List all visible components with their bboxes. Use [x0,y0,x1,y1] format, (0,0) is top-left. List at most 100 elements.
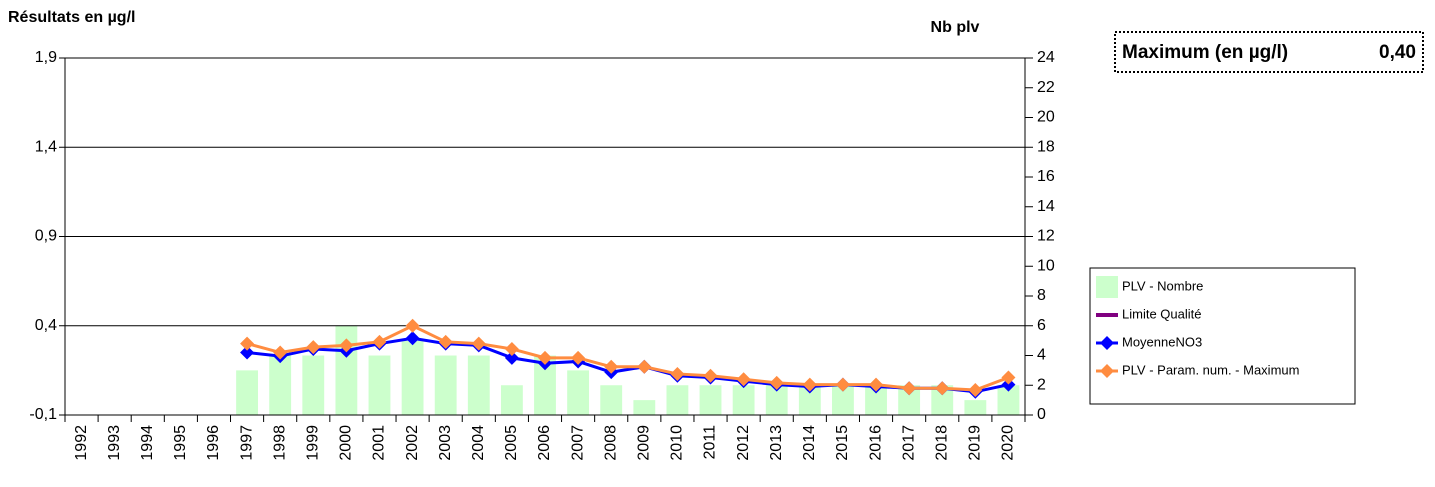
legend-swatch [1100,336,1114,350]
x-tick-label: 1994 [139,425,156,461]
legend-label: PLV - Param. num. - Maximum [1122,362,1299,377]
bar [500,385,523,415]
x-tick-label: 2000 [338,425,355,461]
x-tick-label: 1996 [205,425,222,461]
point [935,381,950,396]
x-tick-label: 2017 [900,425,917,461]
x-tick-label: 2010 [669,425,686,461]
point [504,350,519,365]
bar [699,385,722,415]
summary-label: Maximum (en µg/l) [1122,42,1288,63]
point [538,350,552,365]
y2-tick-label: 18 [1037,138,1055,155]
x-tick-label: 2009 [636,425,653,461]
point [504,341,519,356]
point [703,368,718,383]
x-tick-label: 2020 [1000,425,1017,461]
y2-tick-label: 12 [1037,228,1055,245]
bar [865,385,887,415]
y2-tick-label: 6 [1037,317,1046,334]
legend-swatch [1096,276,1118,298]
legend-swatch [1096,313,1118,317]
point [306,340,321,355]
bar [236,370,258,415]
bar [732,385,755,415]
bar [368,355,391,415]
y-tick-label: 0,9 [35,228,57,245]
bar [832,385,854,415]
y2-axis-title: Nb plv [931,19,980,36]
point [604,359,619,374]
point [339,338,354,353]
point [802,377,817,392]
x-tick-label: 2019 [967,425,984,461]
legend-label: PLV - Nombre [1122,278,1203,293]
x-tick-label: 2015 [834,425,851,461]
y2-tick-label: 14 [1037,198,1055,215]
point [1001,370,1016,385]
y-tick-label: -0,1 [29,406,57,423]
summary-value: 0,40 [1379,42,1416,63]
point [835,377,850,392]
point [571,350,586,365]
x-tick-label: 1997 [238,425,255,461]
x-tick-label: 2002 [404,425,421,461]
summary-box [1114,31,1424,73]
x-tick-label: 1993 [106,425,123,461]
x-tick-label: 1999 [304,425,321,461]
bar [765,385,788,415]
point [405,318,420,333]
y-tick-label: 1,9 [35,49,57,66]
point [869,377,884,392]
bar [798,385,821,415]
line [246,324,1009,392]
line [246,336,1009,394]
bar [600,385,623,415]
x-tick-label: 2013 [768,425,785,461]
point [372,334,387,349]
point [240,345,255,360]
point [968,383,983,398]
x-tick-label: 2008 [602,425,619,461]
x-tick-label: 2005 [503,425,520,461]
x-tick-label: 2007 [569,425,586,461]
legend-swatch [1100,364,1114,378]
bar [898,385,921,415]
x-tick-label: 1995 [172,425,189,461]
y2-tick-label: 16 [1037,168,1055,185]
point [240,336,255,351]
x-tick-label: 2016 [867,425,884,461]
x-tick-label: 2012 [735,425,752,461]
legend-label: MoyenneNO3 [1122,334,1202,349]
x-tick-label: 2011 [702,425,719,460]
x-tick-label: 2006 [536,425,553,461]
point [637,359,652,374]
y2-tick-label: 4 [1037,347,1046,364]
bar [666,385,689,415]
point [670,366,685,381]
point [1001,377,1016,392]
x-tick-label: 2001 [371,425,388,461]
bar [269,355,292,415]
bar [964,400,987,415]
y2-tick-label: 24 [1037,49,1055,66]
bar [931,385,954,415]
point [405,331,420,346]
legend-box [1089,267,1356,405]
y-axis-title: Résultats en µg/l [8,9,135,26]
x-tick-label: 2004 [470,425,487,461]
y2-tick-label: 22 [1037,79,1055,96]
point [438,334,453,349]
bar [534,355,556,415]
bar [302,355,325,415]
point [769,375,784,390]
bar [434,355,457,415]
point [471,336,486,351]
y2-tick-label: 8 [1037,287,1046,304]
x-tick-label: 2003 [437,425,454,461]
y-tick-label: 0,4 [35,317,57,334]
point [902,381,917,396]
bar [997,385,1020,415]
legend-label: Limite Qualité [1122,306,1201,321]
